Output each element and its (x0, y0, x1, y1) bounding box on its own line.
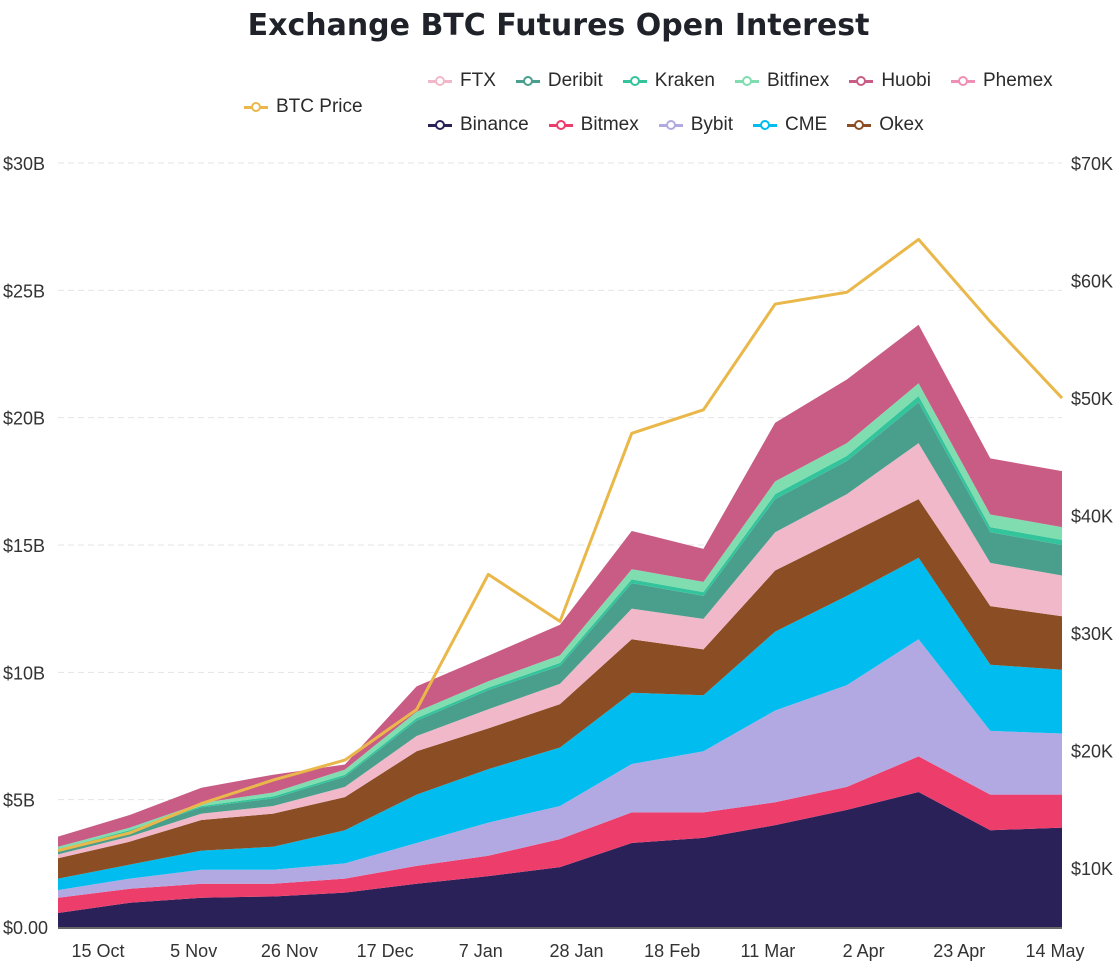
legend-marker-icon (847, 119, 872, 131)
btc-price-line (57, 237, 1064, 853)
y-right-tick-label: $30K (1071, 624, 1113, 644)
legend-item[interactable]: Okex (847, 114, 924, 136)
y-left-tick-label: $20B (3, 409, 45, 429)
legend-item[interactable]: Deribit (515, 70, 603, 92)
legend-marker-icon (244, 101, 268, 113)
legend-label: Deribit (547, 70, 603, 91)
legend-label: Okex (879, 114, 924, 135)
x-tick-label: 14 May (1025, 941, 1084, 961)
y-left-tick-label: $15B (3, 536, 45, 556)
legend-marker-icon (428, 75, 452, 87)
y-left-tick-label: $30B (3, 154, 45, 174)
area-huobi (58, 324, 1062, 847)
y-right-tick-label: $40K (1071, 507, 1113, 527)
legend-item[interactable]: Kraken (622, 70, 715, 92)
legend-item[interactable]: FTX (428, 70, 496, 92)
x-tick-label: 2 Apr (843, 941, 885, 961)
legend-label: FTX (460, 70, 496, 91)
legend-label: Binance (460, 114, 529, 135)
x-tick-label: 17 Dec (357, 941, 414, 961)
y-left-tick-label: $25B (3, 281, 45, 301)
y-right-tick-label: $50K (1071, 389, 1113, 409)
x-tick-label: 23 Apr (933, 941, 985, 961)
y-right-tick-label: $60K (1071, 272, 1113, 292)
legend-row-bottom: Binance Bitmex Bybit CME Okex (428, 114, 944, 136)
legend-marker-icon (548, 119, 573, 131)
y-right-tick-label: $70K (1071, 154, 1113, 174)
x-tick-label: 11 Mar (741, 941, 796, 961)
legend-item[interactable]: Bitfinex (735, 70, 829, 92)
x-tick-label: 7 Jan (459, 941, 503, 961)
y-left-tick-label: $5B (3, 791, 35, 811)
legend-item[interactable]: Bybit (658, 114, 733, 136)
legend-label: Phemex (982, 70, 1053, 91)
x-tick-label: 5 Nov (170, 941, 217, 961)
area-bitmex (58, 756, 1062, 913)
x-tick-label: 28 Jan (549, 941, 603, 961)
legend-label: BTC Price (276, 96, 363, 117)
legend-label: Kraken (654, 70, 715, 91)
y-right-tick-label: $20K (1071, 742, 1113, 762)
y-right-tick-label: $10K (1071, 859, 1113, 879)
legend-marker-icon (515, 75, 540, 87)
legend-item[interactable]: CME (753, 114, 827, 136)
legend-marker-icon (735, 75, 759, 87)
x-tick-label: 18 Feb (644, 941, 700, 961)
legend-item[interactable]: BTC Price (244, 96, 363, 118)
chart-title: Exchange BTC Futures Open Interest (247, 8, 870, 43)
legend-marker-icon (428, 119, 452, 131)
legend-label: CME (785, 114, 828, 135)
y-left-tick-label: $0.00 (3, 918, 48, 938)
legend-item[interactable]: Binance (428, 114, 529, 136)
legend-label: Bybit (690, 114, 733, 135)
area-bybit (58, 639, 1062, 898)
area-cme (58, 557, 1062, 891)
legend-label: Bitmex (580, 114, 639, 135)
legend-item[interactable]: Bitmex (548, 114, 639, 136)
legend-item[interactable]: Phemex (950, 70, 1053, 92)
legend-marker-icon (950, 75, 975, 87)
area-binance (58, 792, 1062, 927)
legend-price: BTC Price (244, 96, 383, 118)
legend-row-top: FTX Deribit Kraken Bitfinex Huobi Phemex (428, 70, 1073, 92)
legend-label: Huobi (881, 70, 931, 91)
area-ftx (58, 443, 1062, 859)
x-tick-label: 15 Oct (71, 941, 124, 961)
legend-marker-icon (622, 75, 647, 87)
legend-marker-icon (753, 119, 777, 131)
x-tick-label: 26 Nov (261, 941, 318, 961)
legend-marker-icon (658, 119, 683, 131)
area-okex (58, 499, 1062, 879)
legend-item[interactable]: Huobi (849, 70, 931, 92)
y-left-tick-label: $10B (3, 663, 45, 683)
legend-label: Bitfinex (767, 70, 830, 91)
legend-marker-icon (849, 75, 874, 87)
